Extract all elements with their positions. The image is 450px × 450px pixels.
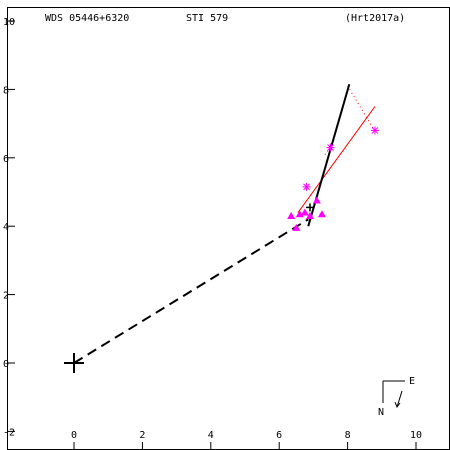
dashed-path bbox=[73, 218, 309, 364]
asterisk-stroke bbox=[303, 183, 310, 191]
asterisk-stroke bbox=[327, 144, 334, 151]
x-tick-label: 0 bbox=[71, 430, 77, 441]
compass-east-label: E bbox=[409, 376, 415, 387]
residual-link bbox=[347, 85, 374, 129]
compass: E N bbox=[378, 376, 415, 418]
triangle-point bbox=[287, 211, 296, 219]
y-tick-label: -2 bbox=[3, 427, 15, 438]
asterisk-stroke bbox=[371, 127, 379, 134]
y-tick-label: 8 bbox=[3, 85, 9, 96]
y-tick-label: 10 bbox=[3, 17, 15, 28]
motion-arrow-icon bbox=[396, 390, 403, 408]
x-tick-label: 4 bbox=[208, 430, 214, 441]
triangle-point bbox=[317, 210, 326, 218]
triangle-point bbox=[312, 196, 321, 204]
triangle-point bbox=[300, 208, 309, 216]
fit-line bbox=[297, 106, 376, 213]
y-tick-label: 4 bbox=[3, 222, 9, 233]
triangle-point bbox=[305, 211, 314, 219]
x-tick-label: 10 bbox=[410, 430, 422, 441]
data-marks bbox=[64, 83, 379, 373]
reference-label: (Hrt2017a) bbox=[345, 13, 405, 24]
x-tick-label: 8 bbox=[345, 430, 351, 441]
asterisk-point bbox=[302, 182, 311, 191]
asterisk-point bbox=[370, 126, 379, 135]
y-tick-label: 6 bbox=[3, 154, 9, 165]
compass-north-label: N bbox=[378, 407, 384, 418]
y-tick-label: 2 bbox=[3, 291, 9, 302]
y-tick-label: 0 bbox=[3, 359, 9, 370]
x-tick-label: 6 bbox=[276, 430, 282, 441]
x-tick-label: 2 bbox=[139, 430, 145, 441]
disc-id-label: STI 579 bbox=[186, 13, 228, 24]
asterisk-point bbox=[326, 143, 335, 152]
triangle-point bbox=[292, 223, 301, 231]
wds-id-label: WDS 05446+6320 bbox=[45, 13, 129, 24]
axis-ticks: 0 2 4 6 8 10 -2 0 2 4 6 8 10 bbox=[3, 17, 422, 449]
motion-arrowhead-icon bbox=[394, 401, 401, 409]
